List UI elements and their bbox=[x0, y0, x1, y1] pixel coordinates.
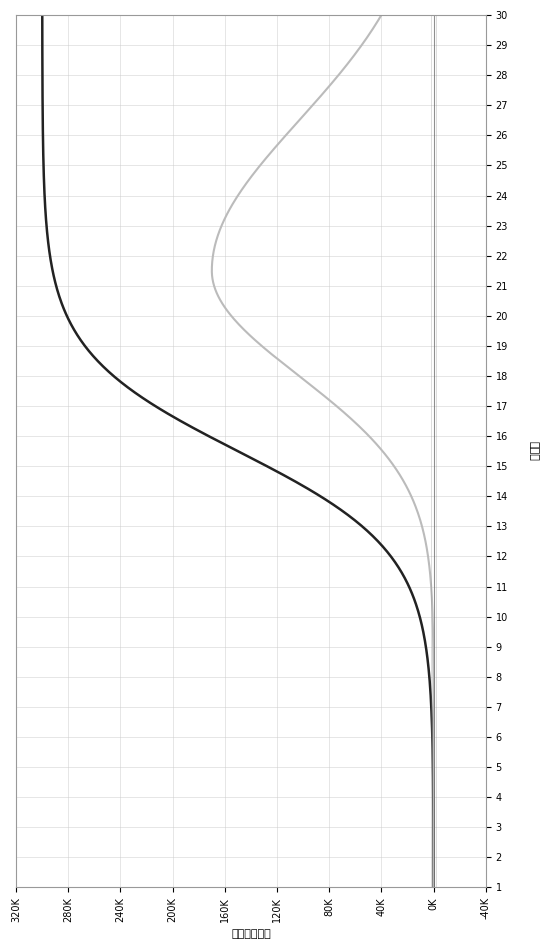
Y-axis label: 循环数: 循环数 bbox=[529, 442, 539, 461]
X-axis label: 相对荧光强度: 相对荧光强度 bbox=[231, 929, 271, 939]
